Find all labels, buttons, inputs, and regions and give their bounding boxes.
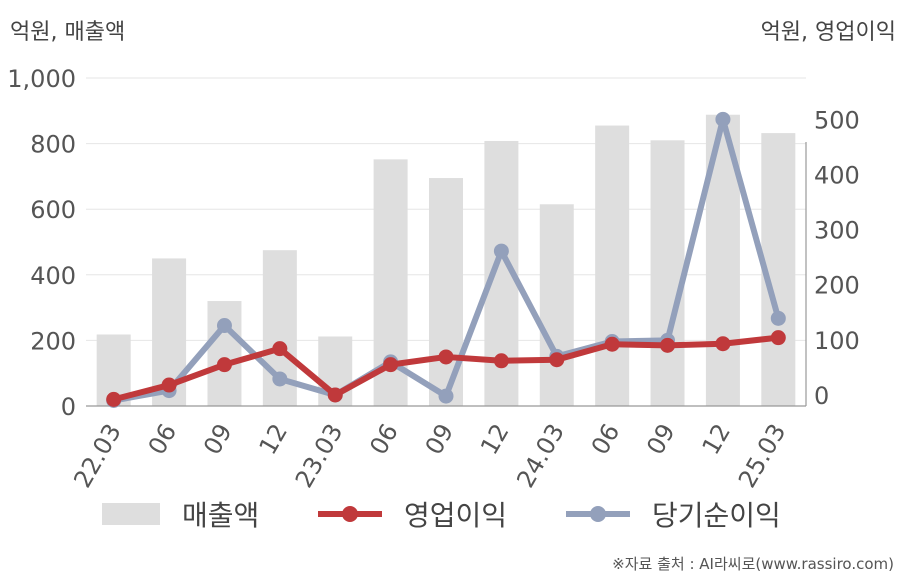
x-tick-label: 06 [143, 419, 183, 459]
point-net-income [715, 111, 731, 127]
point-operating-profit [770, 330, 786, 346]
x-tick-label: 09 [420, 419, 460, 459]
point-operating-profit [549, 352, 565, 368]
point-operating-profit [106, 391, 122, 407]
left-tick-label: 200 [30, 327, 76, 355]
left-tick-label: 0 [61, 393, 76, 421]
bar-revenue [207, 301, 242, 406]
x-tick-label: 09 [641, 419, 681, 459]
left-tick-label: 600 [30, 196, 76, 224]
x-tick-label: 24.03 [511, 419, 570, 490]
legend-swatch-net-income [566, 503, 630, 525]
x-tick-label: 09 [198, 419, 238, 459]
point-operating-profit [660, 337, 676, 353]
point-operating-profit [604, 336, 620, 352]
legend-item-revenue: 매출액 [102, 494, 259, 534]
right-tick-label: 500 [814, 106, 860, 134]
point-net-income [770, 310, 786, 326]
x-tick-label: 06 [586, 419, 626, 459]
legend-swatch-operating-profit [318, 503, 382, 525]
right-axis-unit: 억원, 영업이익 [760, 20, 896, 45]
x-tick-label: 25.03 [733, 419, 792, 490]
x-tick-label: 23.03 [290, 419, 349, 490]
x-tick-label: 12 [475, 419, 515, 459]
bar-revenue [539, 204, 574, 406]
legend-label-operating-profit: 영업이익 [404, 499, 508, 532]
right-tick-label: 300 [814, 217, 860, 245]
source-note: ※자료 출처 : AI라씨로(www.rassiro.com) [612, 555, 894, 573]
point-operating-profit [383, 357, 399, 373]
right-tick-label: 0 [814, 382, 829, 410]
point-net-income [438, 388, 454, 404]
combo-chart: 0 200 400 600 800 1,000 0 100 200 300 400 500 22.03 0… [7, 65, 860, 490]
bar-revenue [650, 140, 685, 406]
right-tick-label: 400 [814, 161, 860, 189]
legend-label-net-income: 당기순이익 [652, 499, 781, 532]
bar-revenue [595, 125, 630, 406]
legend-item-operating-profit: 영업이익 [318, 494, 507, 534]
point-operating-profit [327, 387, 343, 403]
legend: 매출액 영업이익 당기순이익 [0, 494, 908, 534]
point-operating-profit [438, 349, 454, 365]
x-tick-label: 12 [697, 419, 737, 459]
point-net-income [272, 371, 288, 387]
legend-swatch-revenue [102, 503, 160, 525]
legend-item-net-income: 당기순이익 [566, 494, 781, 534]
point-operating-profit [493, 353, 509, 369]
right-tick-label: 100 [814, 327, 860, 355]
x-tick-label: 06 [364, 419, 404, 459]
point-operating-profit [272, 341, 288, 357]
right-tick-label: 200 [814, 272, 860, 300]
x-tick-label: 22.03 [68, 419, 127, 490]
point-net-income [216, 318, 232, 334]
left-tick-label: 400 [30, 262, 76, 290]
point-net-income [493, 243, 509, 259]
left-tick-label: 800 [30, 131, 76, 159]
left-axis-unit: 억원, 매출액 [10, 20, 126, 45]
x-tick-label: 12 [254, 419, 294, 459]
legend-label-revenue: 매출액 [182, 499, 260, 532]
point-operating-profit [216, 357, 232, 373]
point-operating-profit [161, 377, 177, 393]
left-tick-label: 1,000 [7, 65, 76, 93]
point-operating-profit [715, 336, 731, 352]
